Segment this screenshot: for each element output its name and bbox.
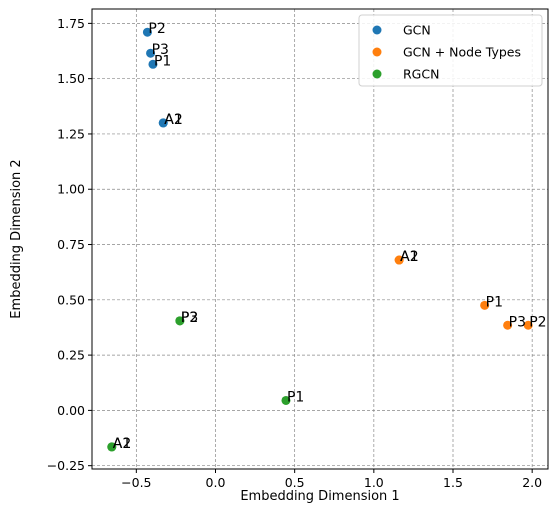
x-tick-label: 1.0	[364, 475, 384, 490]
data-point	[503, 320, 513, 330]
point-label: P2	[529, 314, 546, 330]
point-label: P3	[509, 314, 526, 330]
point-label: A1	[113, 436, 131, 452]
data-point	[142, 27, 152, 37]
point-label: A2	[164, 112, 182, 128]
point-label: P2	[148, 21, 165, 37]
point-label: P2	[181, 310, 198, 326]
point-label: P1	[154, 53, 171, 69]
data-point	[107, 442, 117, 452]
y-tick-label: 1.00	[57, 182, 85, 197]
data-point	[523, 320, 533, 330]
point-label: P1	[287, 389, 304, 405]
legend: GCN GCN + Node Types RGCN	[358, 14, 543, 87]
y-tick-label: 0.75	[57, 237, 85, 252]
legend-entry-label: GCN	[403, 23, 431, 38]
legend-entry-label: RGCN	[403, 67, 439, 82]
y-tick-label: 0.50	[57, 292, 85, 307]
data-point	[394, 255, 404, 265]
x-axis-label: Embedding Dimension 1	[240, 489, 399, 504]
x-tick-label: 0.5	[285, 475, 305, 490]
data-points	[107, 27, 533, 452]
y-axis-label: Embedding Dimension 2	[9, 159, 24, 318]
y-tick-label: 1.75	[57, 16, 85, 31]
data-point	[146, 48, 156, 58]
point-label: P1	[486, 294, 503, 310]
data-point	[480, 300, 490, 310]
legend-marker	[372, 25, 382, 35]
point-label: P3	[152, 42, 169, 58]
point-label: P3	[181, 310, 198, 326]
x-tick-label: 0.0	[206, 475, 226, 490]
y-tick-label: −0.25	[47, 458, 85, 473]
data-point	[158, 118, 168, 128]
x-tick-label: 2.0	[522, 475, 542, 490]
data-point	[148, 59, 158, 69]
y-tick-label: 0.00	[57, 403, 85, 418]
x-tick-label: −0.5	[121, 475, 151, 490]
point-label: A2	[400, 249, 418, 265]
axis-ticks: −0.5 0.0 0.5 1.0 1.5 2.0 −0.25 0.00 0.25 0.50 0.75…	[47, 16, 542, 490]
legend-box	[358, 14, 543, 87]
point-label: A1	[164, 112, 182, 128]
x-tick-label: 1.5	[443, 475, 463, 490]
data-point	[175, 316, 185, 326]
point-label: A2	[113, 436, 131, 452]
legend-entry-label: GCN + Node Types	[403, 45, 521, 60]
y-tick-label: 1.25	[57, 126, 85, 141]
y-tick-label: 1.50	[57, 71, 85, 86]
y-tick-label: 0.25	[57, 348, 85, 363]
legend-marker	[372, 47, 382, 57]
plot-frame	[91, 8, 549, 470]
legend-marker	[372, 69, 382, 79]
data-point	[281, 395, 291, 405]
point-label: A1	[400, 249, 418, 265]
